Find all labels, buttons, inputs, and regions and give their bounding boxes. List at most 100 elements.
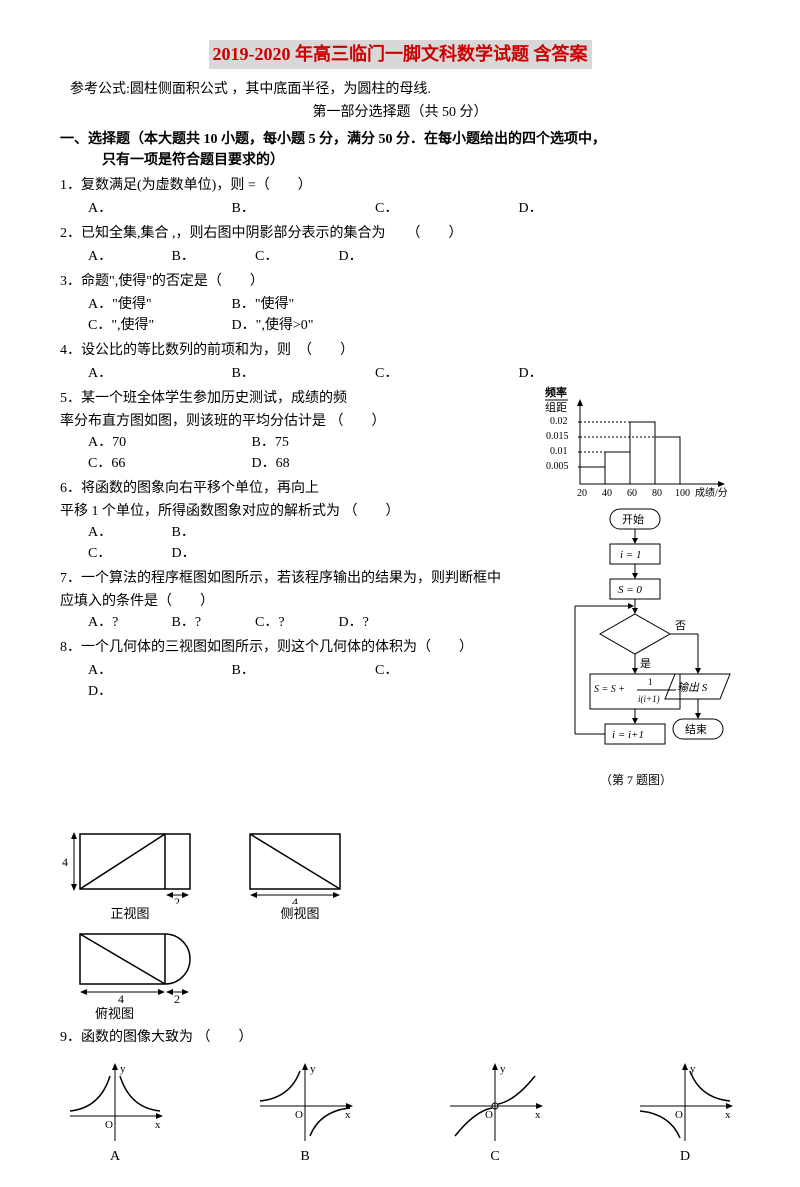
reference-formula: 参考公式:圆柱侧面积公式 ，其中底面半径，为圆柱的母线. xyxy=(70,79,740,100)
q1-a: A． xyxy=(88,198,228,219)
graph-d-svg: x y O xyxy=(630,1056,740,1146)
q6-b: B． xyxy=(172,522,252,543)
q4-options: A． B． C． D． xyxy=(88,363,740,384)
q3-b: B．"使得" xyxy=(232,294,312,315)
gb-x: x xyxy=(345,1109,351,1121)
side-view-block: 4 侧视图 xyxy=(240,824,360,924)
svg-text:1: 1 xyxy=(648,677,653,687)
q1-d: D． xyxy=(519,198,659,219)
q8-b: B． xyxy=(232,660,372,681)
three-views: 4 2 正视图 4 侧视图 xyxy=(60,824,740,924)
q9-graphs: x y O A x y O B x y O C xyxy=(60,1056,740,1167)
graph-a: x y O A xyxy=(60,1056,170,1167)
top-view-block: 4 2 俯视图 xyxy=(60,924,740,1024)
q3-c: C．",使得" xyxy=(88,315,228,336)
hist-x3: 80 xyxy=(652,488,662,499)
gb-o: O xyxy=(295,1109,303,1121)
q5-d: D．68 xyxy=(252,453,332,474)
q7-c: C．? xyxy=(255,612,335,633)
q2-a: A． xyxy=(88,246,168,267)
sv-dim4: 4 xyxy=(292,895,298,904)
ga-y: y xyxy=(120,1063,126,1075)
q5-c: C．66 xyxy=(88,453,248,474)
top-view-label: 俯视图 xyxy=(95,1004,740,1024)
q1: 1．复数满足(为虚数单位)，则 =（ ） xyxy=(60,175,740,196)
q4-b: B． xyxy=(232,363,372,384)
q1-c: C． xyxy=(375,198,515,219)
gd-y: y xyxy=(690,1063,696,1075)
q6-d: D． xyxy=(172,543,252,564)
side-view-svg: 4 xyxy=(240,824,360,904)
graph-d-label: D xyxy=(630,1146,740,1167)
hist-x2: 60 xyxy=(627,488,637,499)
q4-a: A． xyxy=(88,363,228,384)
graph-b: x y O B xyxy=(250,1056,360,1167)
q7-options: A．? B．? C．? D．? xyxy=(88,612,540,633)
q8-a: A． xyxy=(88,660,228,681)
q3-d: D．",使得>0" xyxy=(232,315,314,336)
title-wrap: 2019-2020 年高三临门一脚文科数学试题 含答案 xyxy=(60,40,740,69)
q4-d: D． xyxy=(519,363,659,384)
q6-opts1: A． B． xyxy=(88,522,540,543)
q7-l1: 7．一个算法的程序框图如图所示，若该程序输出的结果为，则判断框中 xyxy=(60,568,540,589)
graph-c-svg: x y O xyxy=(440,1056,550,1146)
hist-xlabel: 成绩/分 xyxy=(695,486,728,499)
flow-caption: （第 7 题图） xyxy=(600,773,672,787)
hist-y0: 0.02 xyxy=(550,416,568,427)
section1-line2: 只有一项是符合题目要求的） xyxy=(102,150,740,171)
q6-l1: 6．将函数的图象向右平移个单位，再向上 xyxy=(60,478,540,499)
q8-d: D． xyxy=(88,681,228,702)
q5-opts2: C．66 D．68 xyxy=(88,453,540,474)
hist-x0: 20 xyxy=(577,488,587,499)
flow-end: 结束 xyxy=(685,723,707,736)
q2-b: B． xyxy=(172,246,252,267)
graph-b-svg: x y O xyxy=(250,1056,360,1146)
flow-out: 输出 S xyxy=(677,681,708,694)
flow-yes: 是 xyxy=(640,657,651,670)
q7-b: B．? xyxy=(172,612,252,633)
q5-q8-block: 5．某一个班全体学生参加历史测试，成绩的频 率分布直方图如图，则该班的平均分估计… xyxy=(60,384,740,814)
graph-a-svg: x y O xyxy=(60,1056,170,1146)
gc-o: O xyxy=(485,1109,493,1121)
hist-y1: 0.015 xyxy=(546,431,569,442)
q7-a: A．? xyxy=(88,612,168,633)
fv-dim2: 2 xyxy=(174,895,180,904)
q8-c: C． xyxy=(375,660,515,681)
fv-dim4: 4 xyxy=(62,855,68,869)
flow-inc: i = i+1 xyxy=(612,729,644,741)
gd-x: x xyxy=(725,1109,731,1121)
front-view-block: 4 2 正视图 xyxy=(60,824,200,924)
q4: 4．设公比的等比数列的前项和为，则 （ ） xyxy=(60,340,740,361)
left-column: 5．某一个班全体学生参加历史测试，成绩的频 率分布直方图如图，则该班的平均分估计… xyxy=(60,384,540,814)
front-view-label: 正视图 xyxy=(60,904,200,924)
graph-c-label: C xyxy=(440,1146,550,1167)
flow-s0: S = 0 xyxy=(618,584,642,596)
q5-opts1: A．70 B．75 xyxy=(88,432,540,453)
gc-x: x xyxy=(535,1109,541,1121)
page-title: 2019-2020 年高三临门一脚文科数学试题 含答案 xyxy=(209,40,592,69)
graph-a-label: A xyxy=(60,1146,170,1167)
q4-c: C． xyxy=(375,363,515,384)
hist-ylabel-bot: 组距 xyxy=(545,400,567,414)
q3-ab: A．"使得" B．"使得" xyxy=(88,294,740,315)
section1-head: 一、选择题（本大题共 10 小题，每小题 5 分，满分 50 分．在每小题给出的… xyxy=(60,129,740,171)
hist-y3: 0.005 xyxy=(546,461,569,472)
gc-y: y xyxy=(500,1063,506,1075)
svg-text:i(i+1): i(i+1) xyxy=(638,694,660,704)
svg-text:S = S +: S = S + xyxy=(594,684,625,695)
flowchart: 开始 i = 1 S = 0 是 否 输出 S 结束 S = S + 1 i(i… xyxy=(540,504,740,814)
q8: 8．一个几何体的三视图如图所示，则这个几何体的体积为（ ） xyxy=(60,637,540,658)
hist-ylabel-top: 频率 xyxy=(545,385,567,399)
hist-x1: 40 xyxy=(602,488,612,499)
ga-o: O xyxy=(105,1119,113,1131)
q5-l1: 5．某一个班全体学生参加历史测试，成绩的频 xyxy=(60,388,540,409)
q3-cd: C．",使得" D．",使得>0" xyxy=(88,315,740,336)
q5-l2: 率分布直方图如图，则该班的平均分估计是 （ ） xyxy=(60,411,540,432)
top-view-svg: 4 2 xyxy=(60,924,220,1004)
q8-options: A． B． C． D． xyxy=(88,660,540,702)
q2: 2．已知全集,集合 ,，则右图中阴影部分表示的集合为 （ ） xyxy=(60,223,740,244)
graph-d: x y O D xyxy=(630,1056,740,1167)
side-view-label: 侧视图 xyxy=(240,904,360,924)
q6-opts2: C． D． xyxy=(88,543,540,564)
front-view-svg: 4 2 xyxy=(60,824,200,904)
